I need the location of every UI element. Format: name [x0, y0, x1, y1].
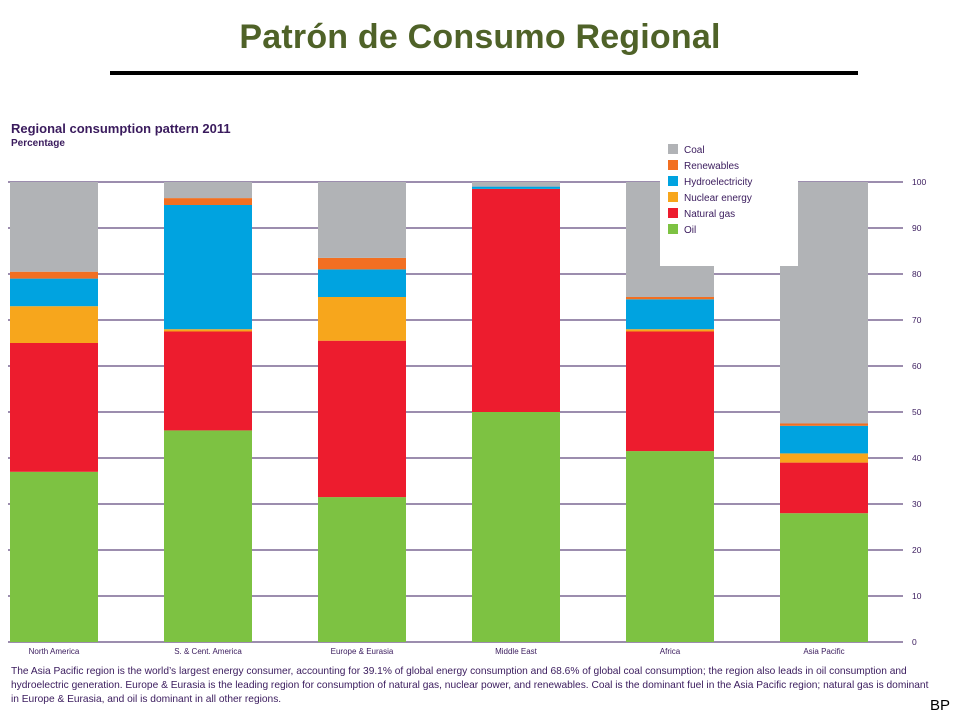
y-tick-label: 40 — [912, 453, 922, 463]
x-tick-label: Africa — [660, 647, 681, 656]
bar-segment-natural-gas — [318, 340, 406, 498]
bar-segment-renewables — [164, 198, 252, 205]
source-label: BP — [929, 697, 950, 714]
bar-segment-coal — [472, 182, 560, 187]
bar-segment-natural-gas — [780, 462, 868, 514]
bar-segment-hydroelectricity — [10, 278, 98, 307]
bar-segment-hydroelectricity — [626, 299, 714, 330]
bar-segment-hydroelectricity — [780, 425, 868, 454]
y-tick-label: 70 — [912, 315, 922, 325]
y-tick-label: 80 — [912, 269, 922, 279]
bar-segment-hydroelectricity — [164, 205, 252, 330]
bar-segment-oil — [472, 412, 560, 642]
chart-subtitle: Percentage — [11, 138, 65, 149]
bar-segment-coal — [10, 182, 98, 272]
bar-segment-coal — [318, 182, 406, 258]
title-underline — [110, 71, 858, 75]
legend-swatch-renewables — [668, 160, 678, 170]
legend-label: Hydroelectricity — [684, 177, 752, 188]
legend-swatch-natural-gas — [668, 208, 678, 218]
chart-caption: The Asia Pacific region is the world’s l… — [11, 666, 929, 705]
chart-title: Regional consumption pattern 2011 — [11, 121, 231, 136]
legend-swatch-oil — [668, 224, 678, 234]
bar-segment-nuclear-energy — [318, 297, 406, 341]
legend-label: Natural gas — [684, 209, 735, 220]
bar-segment-hydroelectricity — [472, 186, 560, 189]
y-tick-label: 0 — [912, 637, 917, 647]
legend-box — [660, 134, 798, 266]
legend-label: Oil — [684, 225, 696, 236]
legend-label: Renewables — [684, 161, 739, 172]
x-tick-label: Asia Pacific — [803, 647, 844, 656]
stacked-bar-chart: 0 10 20 30 40 50 60 70 80 90 100 North America S. & … — [8, 134, 926, 656]
legend-swatch-hydroelectricity — [668, 176, 678, 186]
y-tick-label: 20 — [912, 545, 922, 555]
slide-title: Patrón de Consumo Regional — [239, 18, 721, 56]
bar-segment-oil — [780, 513, 868, 642]
bar-segment-renewables — [626, 297, 714, 300]
bar-segment-renewables — [10, 271, 98, 279]
y-tick-label: 90 — [912, 223, 922, 233]
legend-label: Coal — [684, 145, 705, 156]
legend-swatch-nuclear-energy — [668, 192, 678, 202]
bar-segment-oil — [318, 497, 406, 642]
bar-segment-natural-gas — [626, 331, 714, 452]
bar-segment-oil — [164, 430, 252, 642]
bar-segment-nuclear-energy — [626, 329, 714, 332]
bar-segment-oil — [10, 471, 98, 642]
y-tick-label: 50 — [912, 407, 922, 417]
chart-figure: Regional consumption pattern 2011 Percen… — [8, 112, 940, 712]
legend-swatch-coal — [668, 144, 678, 154]
bar-segment-coal — [164, 182, 252, 199]
bar-segment-nuclear-energy — [164, 329, 252, 332]
bar-segment-renewables — [780, 423, 868, 426]
y-tick-label: 30 — [912, 499, 922, 509]
legend-label: Nuclear energy — [684, 193, 752, 204]
bar-segment-natural-gas — [472, 188, 560, 412]
bar-segment-nuclear-energy — [10, 306, 98, 343]
bar-segment-renewables — [318, 257, 406, 270]
x-tick-label: North America — [29, 647, 80, 656]
bar-segment-natural-gas — [10, 343, 98, 472]
x-tick-label: Middle East — [495, 647, 538, 656]
x-tick-label: Europe & Eurasia — [331, 647, 394, 656]
bar-segment-oil — [626, 451, 714, 642]
y-tick-label: 60 — [912, 361, 922, 371]
bar-segment-natural-gas — [164, 331, 252, 431]
bar-segment-hydroelectricity — [318, 269, 406, 297]
y-tick-label: 10 — [912, 591, 922, 601]
bar-segment-nuclear-energy — [780, 453, 868, 463]
y-tick-label: 100 — [912, 177, 926, 187]
x-tick-label: S. & Cent. America — [174, 647, 242, 656]
